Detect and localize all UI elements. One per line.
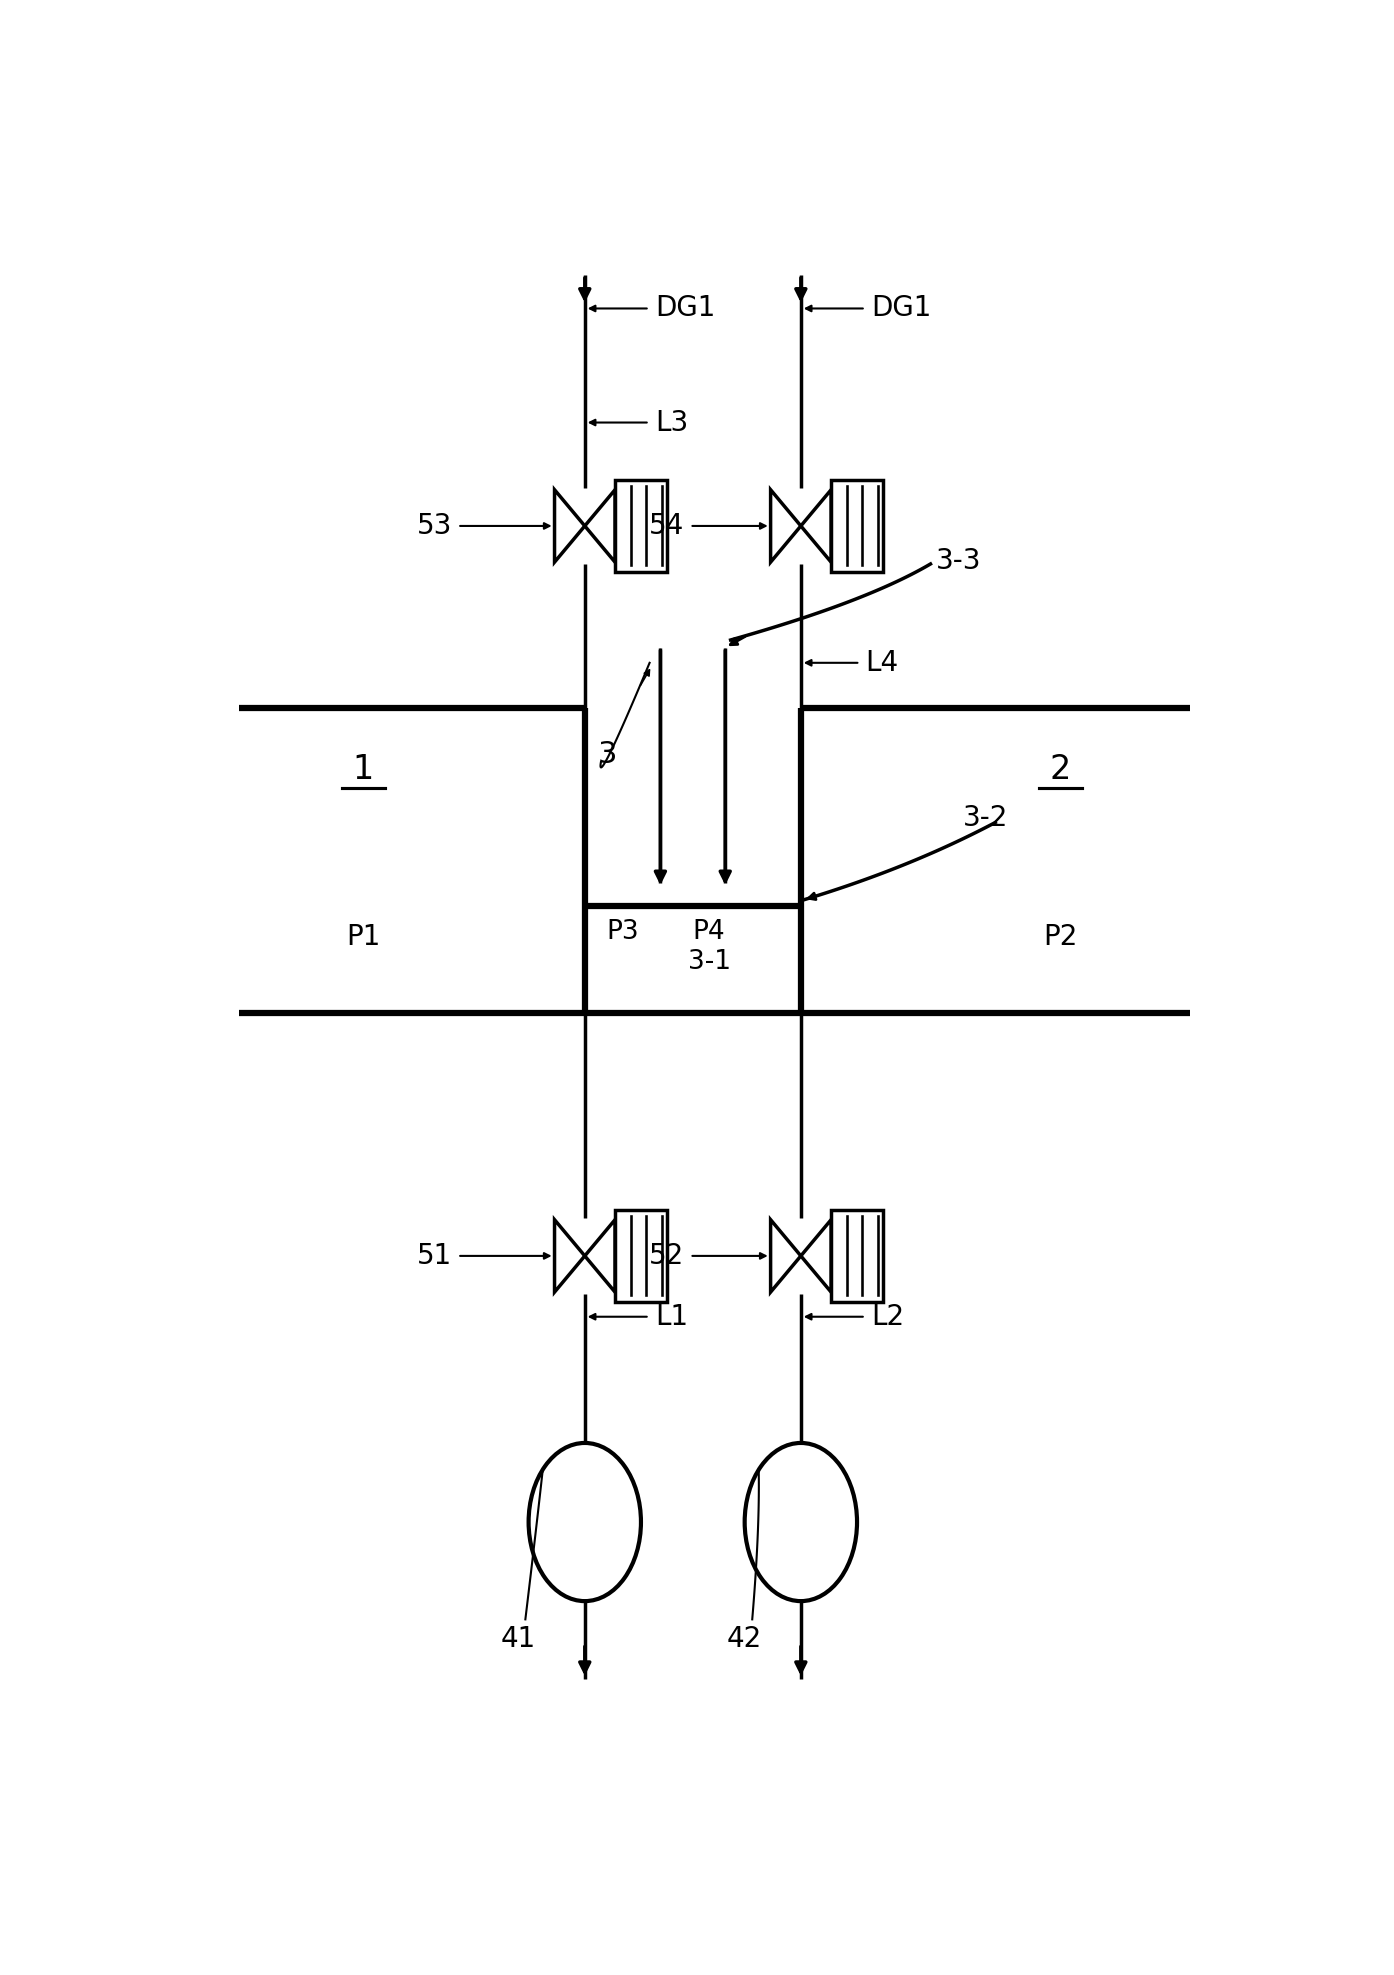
- Text: 51: 51: [417, 1242, 452, 1270]
- Bar: [831, 1211, 882, 1302]
- Text: 2: 2: [1050, 752, 1071, 786]
- Text: 3-1: 3-1: [689, 950, 732, 976]
- Text: 41: 41: [500, 1625, 535, 1653]
- Text: 54: 54: [650, 512, 684, 539]
- Text: 3-2: 3-2: [963, 804, 1008, 831]
- Text: P1: P1: [346, 922, 381, 950]
- Text: L2: L2: [871, 1304, 905, 1331]
- Text: P3: P3: [606, 918, 638, 944]
- Text: 3: 3: [598, 739, 618, 768]
- Text: 1: 1: [353, 752, 374, 786]
- Text: DG1: DG1: [655, 294, 715, 322]
- Text: L1: L1: [655, 1304, 689, 1331]
- Text: 3-3: 3-3: [935, 547, 981, 575]
- Text: 42: 42: [728, 1625, 763, 1653]
- Text: 53: 53: [417, 512, 452, 539]
- Text: P4: P4: [693, 918, 725, 944]
- Text: L4: L4: [866, 650, 899, 677]
- Bar: [615, 1211, 666, 1302]
- Bar: [831, 480, 882, 571]
- Text: P2: P2: [1043, 922, 1078, 950]
- Text: 52: 52: [650, 1242, 684, 1270]
- Text: DG1: DG1: [871, 294, 931, 322]
- Text: L3: L3: [655, 409, 689, 436]
- Bar: [615, 480, 666, 571]
